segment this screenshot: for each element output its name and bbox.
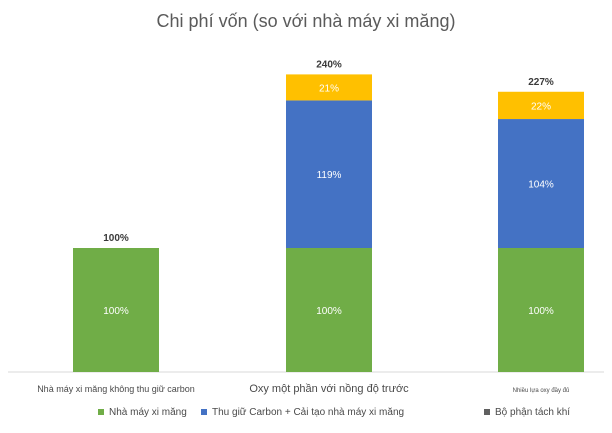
- bar-segment: [498, 91, 584, 120]
- legend: Nhà máy xi măng Thu giữ Carbon + Cải tạo …: [98, 407, 570, 418]
- legend-marker: [484, 409, 490, 415]
- segment-label: 100%: [528, 306, 554, 317]
- category-label: Nhà máy xi măng không thu giữ carbon: [37, 384, 195, 394]
- segment-label: 21%: [319, 83, 339, 94]
- bar-segment: [286, 74, 372, 101]
- category-labels: Nhà máy xi măng không thu giữ carbon Oxy …: [37, 383, 569, 395]
- chart-title: Chi phí vốn (so với nhà máy xi măng): [157, 11, 456, 31]
- segment-label: 100%: [103, 306, 129, 317]
- legend-label: Nhà máy xi măng: [109, 407, 187, 418]
- bar-segment: [73, 248, 159, 372]
- total-label: 227%: [528, 77, 554, 88]
- bar-segment: [286, 100, 372, 248]
- total-label: 100%: [103, 233, 129, 244]
- category-label: Oxy một phần với nồng độ trước: [249, 383, 409, 395]
- segment-label: 119%: [317, 170, 342, 181]
- segment-label: 104%: [528, 180, 554, 191]
- total-label: 240%: [316, 59, 342, 70]
- bar-group: 100% 100% 100% 119% 21% 240% 100% 104% 22% 227%: [73, 59, 584, 372]
- category-label: Nhiều lựa oxy đầy đủ: [513, 387, 570, 394]
- bar-segment: [498, 248, 584, 372]
- segment-label: 100%: [316, 306, 342, 317]
- bar-segment: [498, 119, 584, 248]
- legend-label: Thu giữ Carbon + Cải tạo nhà máy xi măng: [212, 407, 404, 418]
- legend-marker: [98, 409, 104, 415]
- bar-segment: [286, 248, 372, 372]
- legend-marker: [201, 409, 207, 415]
- segment-label: 22%: [531, 101, 551, 112]
- legend-label: Bộ phận tách khí: [495, 407, 570, 418]
